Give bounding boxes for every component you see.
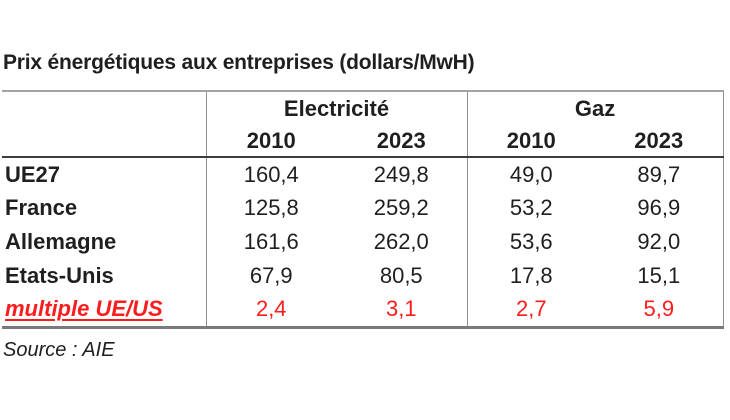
cell-value: 17,8 bbox=[466, 259, 596, 293]
cell-value: 125,8 bbox=[205, 191, 336, 225]
year-header-row: 2010 2023 2010 2023 bbox=[2, 125, 724, 158]
table-row: France 125,8 259,2 53,2 96,9 bbox=[2, 191, 724, 225]
cell-value: 262,0 bbox=[373, 229, 429, 254]
year-header-gas-2010: 2010 bbox=[466, 125, 596, 158]
row-label: France bbox=[5, 195, 78, 220]
table-header: Electricité Gaz 2010 2023 2010 2023 bbox=[2, 91, 724, 158]
row-label: multiple UE/US bbox=[5, 296, 163, 322]
year-header-gas-2023: 2023 bbox=[595, 125, 724, 158]
cell-value: 49,0 bbox=[466, 157, 596, 191]
table-row: multiple UE/US 2,4 3,1 2,7 5,9 bbox=[2, 293, 724, 327]
group-header-gas: Gaz bbox=[466, 91, 724, 125]
cell-value: 160,4 bbox=[205, 157, 336, 191]
row-label: Allemagne bbox=[5, 229, 117, 254]
table-body: UE27 160,4 249,8 49,0 89,7 France 125,8 259,2 53… bbox=[2, 157, 724, 327]
table-row: Allemagne 161,6 262,0 53,6 92,0 bbox=[2, 225, 724, 259]
cell-value: 92,0 bbox=[595, 225, 724, 259]
cell-value: 2,7 bbox=[466, 293, 596, 327]
cell-value: 80,5 bbox=[379, 263, 423, 288]
cell-value: 89,7 bbox=[595, 157, 724, 191]
row-label: UE27 bbox=[5, 161, 61, 187]
cell-value: 5,9 bbox=[595, 293, 724, 327]
year-header-electricity-2010: 2010 bbox=[205, 125, 336, 158]
year-header-electricity-2023: 2023 bbox=[336, 125, 468, 158]
cell-value: 161,6 bbox=[205, 225, 336, 259]
cell-value: 3,1 bbox=[385, 296, 417, 322]
corner-cell bbox=[2, 91, 206, 125]
row-label: Etats-Unis bbox=[5, 263, 114, 288]
cell-value: 67,9 bbox=[205, 259, 336, 293]
group-header-row: Electricité Gaz bbox=[2, 91, 724, 125]
cell-value: 96,9 bbox=[595, 191, 724, 225]
cell-value: 53,6 bbox=[466, 225, 596, 259]
cell-value: 2,4 bbox=[205, 293, 336, 327]
cell-value: 53,2 bbox=[466, 191, 596, 225]
group-header-electricity: Electricité bbox=[205, 91, 468, 125]
cell-value: 15,1 bbox=[595, 259, 724, 293]
cell-value: 249,8 bbox=[373, 161, 429, 187]
source-caption: Source : AIE bbox=[3, 339, 115, 361]
cell-value: 259,2 bbox=[373, 195, 429, 220]
energy-price-table: Electricité Gaz 2010 2023 2010 2023 UE27… bbox=[2, 90, 724, 329]
corner-cell bbox=[2, 125, 206, 158]
table-row: Etats-Unis 67,9 80,5 17,8 15,1 bbox=[2, 259, 724, 293]
table-title: Prix énergétiques aux entreprises (dolla… bbox=[3, 51, 475, 74]
table-row: UE27 160,4 249,8 49,0 89,7 bbox=[2, 157, 724, 191]
